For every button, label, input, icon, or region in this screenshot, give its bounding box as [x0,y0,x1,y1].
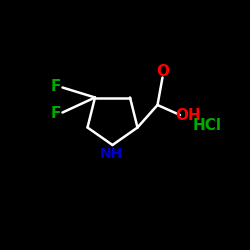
Text: HCl: HCl [193,118,222,132]
Text: NH: NH [100,148,123,162]
Text: O: O [156,64,169,80]
Text: F: F [50,79,61,94]
Text: F: F [50,106,61,121]
Text: OH: OH [175,108,201,122]
